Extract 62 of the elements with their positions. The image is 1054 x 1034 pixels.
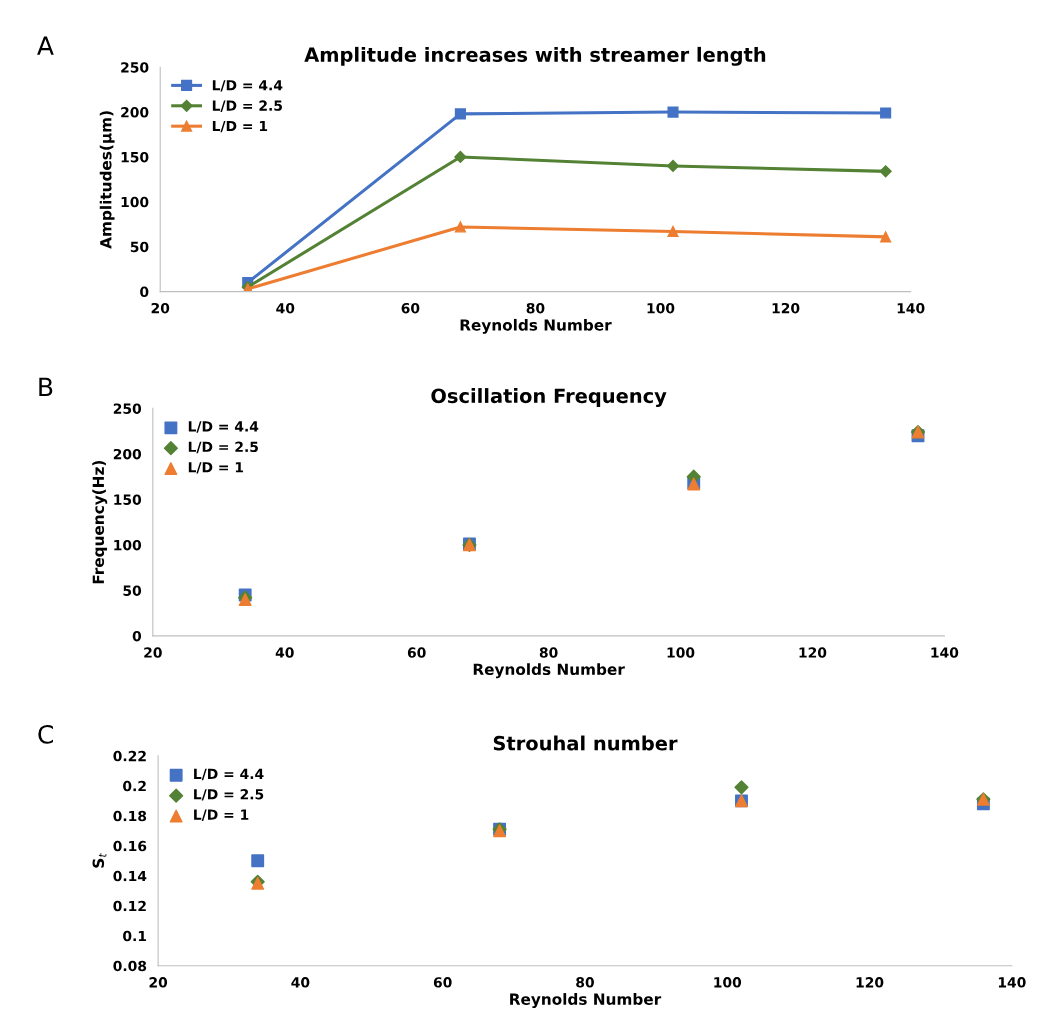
legend-label: L/D = 2.5 — [194, 788, 264, 801]
legend-label: L/D = 1 — [194, 809, 249, 821]
y-tick-label: 200 — [121, 107, 149, 118]
x-axis-title: Reynolds Number — [460, 318, 612, 334]
legend-label: L/D = 1 — [188, 462, 244, 474]
chart-title: Amplitude increases with streamer length — [304, 46, 766, 66]
y-tick-label: 0.14 — [113, 870, 147, 882]
x-tick-label: 40 — [291, 977, 310, 988]
text: C — [38, 724, 53, 744]
x-tick-label: 40 — [275, 647, 294, 658]
y-axis-title: Amplitudes(µm) — [99, 111, 115, 249]
x-tick-label: 140 — [897, 302, 925, 314]
y-tick-label: 0.16 — [113, 840, 147, 852]
chart-title: Strouhal number — [493, 735, 678, 751]
x-tick-label: 20 — [144, 647, 162, 658]
y-tick-label: 250 — [121, 62, 149, 73]
x-tick-label: 20 — [151, 302, 170, 314]
legend-label: L/D = 4.4 — [188, 421, 259, 433]
y-tick-label: 150 — [121, 151, 149, 163]
legend-label: L/D = 4.4 — [212, 80, 283, 92]
x-tick-label: 40 — [276, 302, 295, 314]
y-tick-label: 100 — [114, 539, 142, 551]
y-tick-label: 0.08 — [113, 960, 147, 972]
x-tick-label: 120 — [772, 302, 800, 314]
x-tick-label: 80 — [526, 302, 545, 314]
y-tick-label: 0 — [132, 630, 142, 642]
legend-label: L/D = 2.5 — [212, 100, 282, 112]
x-tick-label: 120 — [856, 977, 884, 988]
text: A — [37, 36, 54, 55]
x-tick-label: 140 — [931, 647, 959, 658]
legend-label: L/D = 1 — [212, 120, 268, 133]
y-tick-label: 50 — [123, 585, 142, 596]
x-axis-title: Reynolds Number — [473, 663, 625, 679]
y-tick-label: 150 — [114, 494, 142, 505]
y-axis-title: Frequency(Hz) — [92, 460, 108, 584]
x-tick-label: 100 — [714, 977, 742, 988]
x-tick-label: 60 — [407, 647, 426, 658]
x-tick-label: 60 — [401, 302, 420, 314]
x-tick-label: 20 — [149, 977, 168, 988]
y-tick-label: 200 — [113, 448, 142, 460]
y-tick-label: 0.18 — [113, 810, 147, 822]
y-tick-label: 50 — [130, 241, 149, 253]
y-tick-label: 250 — [113, 403, 142, 414]
y-tick-label: 0.22 — [113, 750, 146, 762]
legend-label: L/D = 2.5 — [188, 441, 258, 454]
x-tick-label: 100 — [647, 302, 675, 314]
y-axis-title: S$_{t}$ — [92, 853, 107, 868]
x-tick-label: 120 — [799, 647, 827, 658]
text: B — [39, 377, 53, 397]
y-tick-label: 0.1 — [123, 930, 147, 942]
x-tick-label: 60 — [433, 977, 452, 988]
x-tick-label: 100 — [667, 647, 695, 658]
x-tick-label: 80 — [576, 977, 594, 988]
y-tick-label: 100 — [121, 196, 149, 208]
y-tick-label: 0.12 — [113, 900, 146, 912]
legend-label: L/D = 4.4 — [194, 768, 264, 781]
x-tick-label: 80 — [539, 647, 558, 658]
x-tick-label: 140 — [998, 977, 1026, 988]
x-axis-title: Reynolds Number — [510, 993, 662, 1008]
y-tick-label: 0.2 — [123, 780, 146, 792]
chart-title: Oscillation Frequency — [431, 388, 667, 408]
y-tick-label: 0 — [140, 286, 149, 298]
